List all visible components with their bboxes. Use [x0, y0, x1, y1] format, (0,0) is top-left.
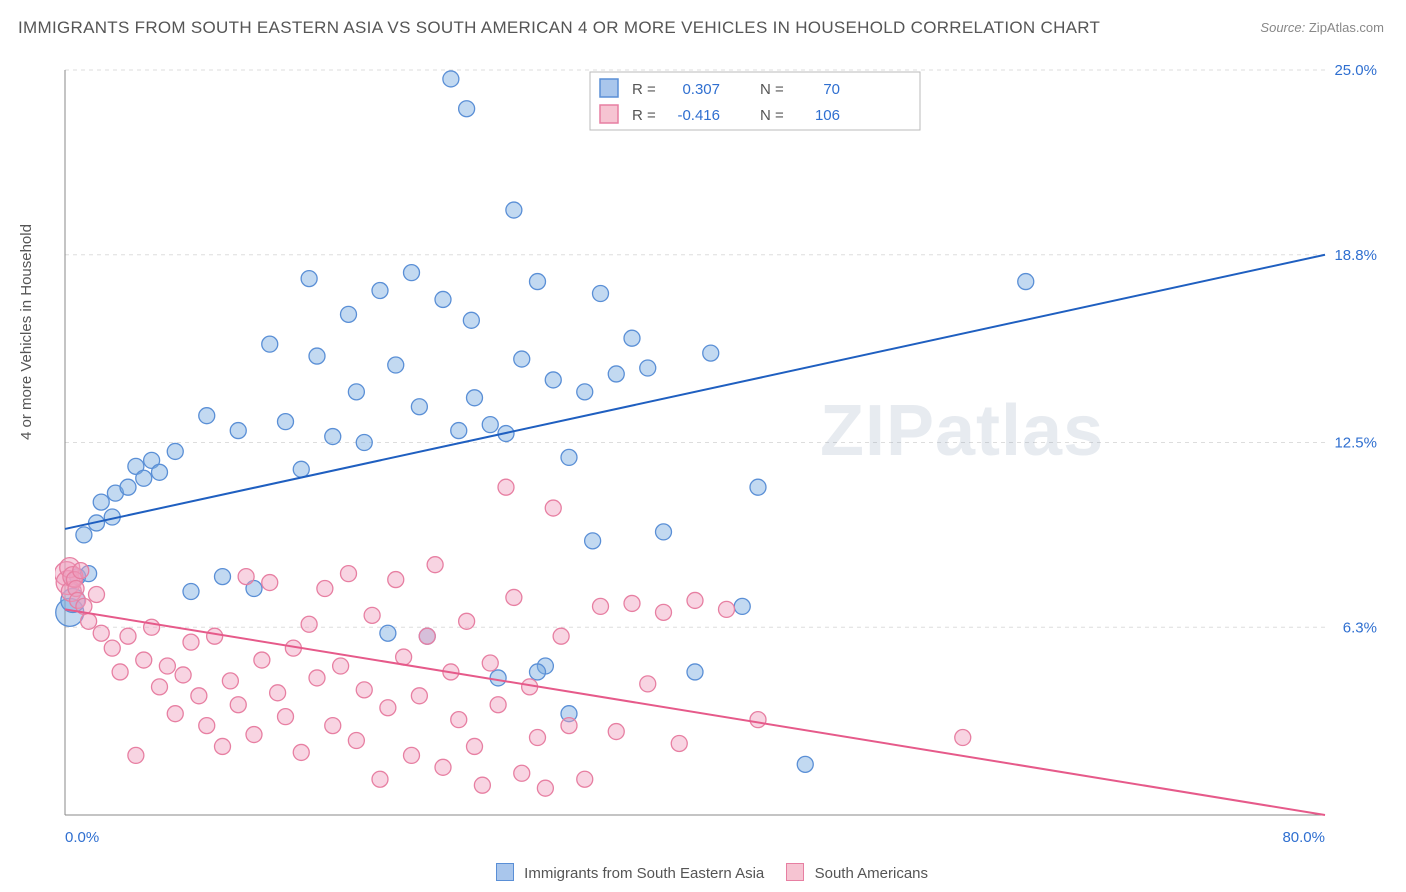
- chart-title: IMMIGRANTS FROM SOUTH EASTERN ASIA VS SO…: [18, 18, 1100, 38]
- y-axis-label: 4 or more Vehicles in Household: [18, 224, 35, 440]
- svg-text:0.307: 0.307: [682, 81, 720, 98]
- svg-text:25.0%: 25.0%: [1334, 62, 1377, 79]
- svg-text:106: 106: [815, 107, 840, 124]
- svg-text:N =: N =: [760, 107, 784, 124]
- svg-text:12.5%: 12.5%: [1334, 435, 1377, 452]
- legend-label-0: Immigrants from South Eastern Asia: [524, 865, 764, 882]
- svg-text:0.0%: 0.0%: [65, 829, 99, 846]
- chart-svg: 6.3% 12.5% 18.8% 25.0% 0.0% 80.0% R = 0.307 N = 7…: [55, 60, 1385, 850]
- footer-legend: Immigrants from South Eastern Asia South…: [0, 863, 1406, 882]
- legend-swatch-0: [496, 863, 514, 881]
- svg-text:-0.416: -0.416: [677, 107, 720, 124]
- legend-label-1: South Americans: [815, 865, 928, 882]
- svg-text:18.8%: 18.8%: [1334, 247, 1377, 264]
- svg-text:6.3%: 6.3%: [1343, 619, 1377, 636]
- svg-text:R =: R =: [632, 107, 656, 124]
- svg-text:70: 70: [823, 81, 840, 98]
- svg-text:N =: N =: [760, 81, 784, 98]
- svg-text:R =: R =: [632, 81, 656, 98]
- source-attribution: Source: ZipAtlas.com: [1260, 20, 1384, 35]
- source-label: Source:: [1260, 20, 1305, 35]
- svg-text:80.0%: 80.0%: [1282, 829, 1325, 846]
- legend-swatch-1: [786, 863, 804, 881]
- chart-area: 6.3% 12.5% 18.8% 25.0% 0.0% 80.0% R = 0.307 N = 7…: [55, 60, 1385, 850]
- source-value: ZipAtlas.com: [1309, 20, 1384, 35]
